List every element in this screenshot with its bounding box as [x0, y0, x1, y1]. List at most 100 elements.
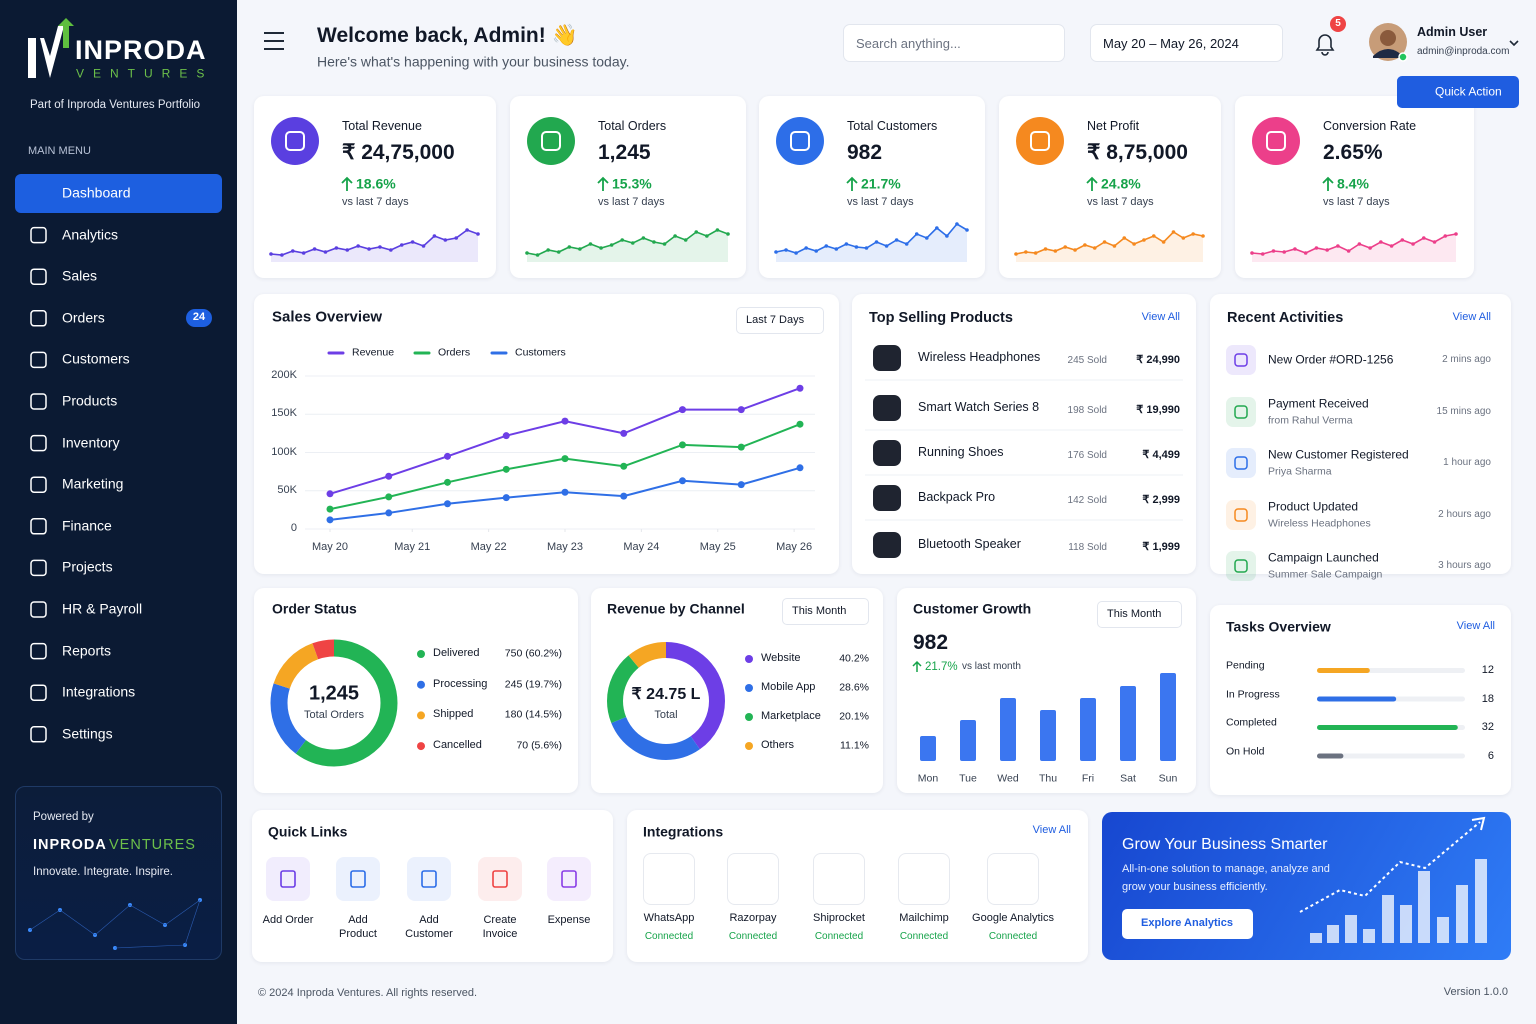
product-image	[873, 485, 901, 511]
promo-deco-bar	[1363, 929, 1375, 943]
quick-link-button[interactable]	[547, 857, 591, 901]
menu-item[interactable]	[15, 632, 222, 671]
date-picker[interactable]	[1090, 24, 1283, 62]
menu-label-text: Customers	[62, 350, 130, 367]
product-name: Smart Watch Series 8	[918, 400, 1040, 415]
view-all-link[interactable]: View All	[1032, 824, 1071, 837]
menu-label-text: Products	[62, 392, 118, 409]
activity-detail: Wireless Headphones	[1268, 517, 1371, 530]
line-point	[737, 481, 745, 489]
product-price: ₹ 24,990	[1136, 354, 1180, 367]
sparkline-point	[1368, 246, 1372, 250]
sparkline-point	[1336, 244, 1340, 248]
kpi-icon-glyph	[1030, 131, 1050, 151]
menu-label-text: Settings	[62, 725, 113, 742]
menu-item[interactable]	[15, 257, 222, 296]
search-box[interactable]	[843, 24, 1065, 62]
sparkline-point	[465, 228, 469, 232]
menu-label-text: HR & Payroll	[62, 600, 143, 617]
sparkline-point	[1151, 234, 1156, 238]
sales-overview-card	[254, 294, 839, 574]
sparkline-point	[1171, 230, 1176, 234]
menu-item[interactable]	[15, 715, 222, 754]
menu-item[interactable]	[15, 548, 222, 587]
line-point	[561, 455, 569, 463]
legend-label: Orders	[438, 346, 471, 359]
x-tick-label: Wed	[997, 772, 1019, 785]
integration-logo[interactable]	[898, 853, 950, 905]
line-point	[620, 462, 628, 470]
kpi-note: vs last 7 days	[847, 196, 914, 209]
progress-bar	[1317, 753, 1344, 759]
menu-label: MAIN MENU	[28, 145, 91, 158]
view-all-link[interactable]: View All	[1452, 311, 1491, 324]
dropdown-label: This Month	[792, 604, 847, 617]
activity-detail: Summer Sale Campaign	[1268, 568, 1383, 581]
donut-segment	[607, 642, 725, 760]
line-point	[326, 505, 334, 513]
sparkline-point	[1014, 252, 1018, 256]
legend-label: Others	[761, 739, 795, 752]
activity-detail: from Rahul Verma	[1268, 414, 1353, 427]
integration-logo[interactable]	[987, 853, 1039, 905]
view-all-link[interactable]: View All	[1456, 620, 1495, 633]
sparkline-point	[652, 240, 656, 244]
activity-title: New Order #ORD-1256	[1268, 352, 1394, 367]
product-price: ₹ 1,999	[1142, 541, 1180, 554]
bar	[1040, 710, 1056, 761]
activity-time: 3 hours ago	[1438, 559, 1491, 571]
menu-label-text: Integrations	[62, 683, 136, 700]
sparkline-point	[389, 248, 393, 252]
dropdown[interactable]	[736, 307, 824, 334]
task-count: 6	[1487, 749, 1494, 762]
sparkline-point	[1411, 242, 1415, 246]
menu-icon	[30, 642, 47, 660]
x-tick-label: May 25	[699, 541, 736, 554]
promo-deco-bar	[1456, 885, 1468, 943]
quick-action-button[interactable]	[1397, 76, 1519, 108]
x-tick-label: May 24	[623, 541, 660, 554]
integration-logo[interactable]	[643, 853, 695, 905]
sparkline-point	[1063, 245, 1068, 249]
activity-time: 2 mins ago	[1442, 353, 1491, 365]
kpi-change: 18.6%	[356, 175, 396, 192]
menu-label-text: Reports	[62, 641, 112, 658]
notification-badge	[1330, 16, 1346, 32]
promo-title: Grow Your Business Smarter	[1122, 836, 1328, 853]
menu-item[interactable]	[15, 507, 222, 546]
sparkline-point	[367, 247, 371, 251]
quick-link-button[interactable]	[266, 857, 310, 901]
sparkline-point	[874, 240, 879, 244]
promo-button[interactable]	[1122, 909, 1253, 939]
powered-name: INPRODA	[33, 836, 107, 853]
quick-link-button[interactable]	[478, 857, 522, 901]
integration-name: Google Analytics	[972, 912, 1054, 925]
x-tick-label: Sun	[1158, 772, 1178, 785]
dropdown[interactable]	[1097, 601, 1182, 628]
menu-item[interactable]	[15, 174, 222, 213]
activity-icon	[1234, 559, 1248, 573]
user-name: Admin User	[1417, 25, 1488, 40]
menu-item[interactable]	[15, 382, 222, 421]
quick-link-button[interactable]	[336, 857, 380, 901]
line-point	[444, 452, 451, 460]
sparkline-point	[673, 234, 677, 238]
integration-logo[interactable]	[727, 853, 779, 905]
quick-link-button[interactable]	[407, 857, 451, 901]
product-image	[873, 532, 901, 558]
promo-deco-bar	[1327, 925, 1339, 943]
kpi-label: Conversion Rate	[1323, 119, 1417, 134]
kpi-value: ₹ 8,75,000	[1087, 140, 1188, 164]
view-all-link[interactable]: View All	[1141, 311, 1180, 324]
menu-item[interactable]	[15, 216, 222, 255]
kpi-icon	[776, 117, 824, 165]
integration-logo[interactable]	[813, 853, 865, 905]
line-series	[329, 423, 801, 511]
line-point	[561, 417, 569, 425]
line-point	[502, 432, 510, 440]
page-title: Welcome back, Admin! 👋	[317, 23, 578, 47]
x-tick-label: Sat	[1120, 772, 1136, 785]
online-dot	[1398, 52, 1408, 62]
quick-link-icon	[561, 870, 577, 888]
dropdown[interactable]	[782, 598, 869, 625]
